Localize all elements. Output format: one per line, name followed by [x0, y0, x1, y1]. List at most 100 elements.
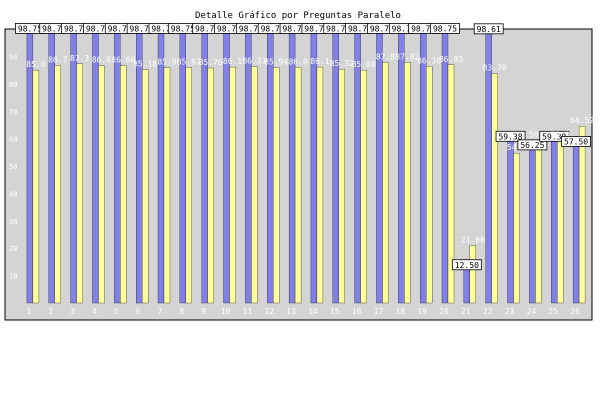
x-tick-label: 17 [374, 307, 384, 316]
y-tick-label: 80 [9, 81, 17, 89]
bar-series-1 [332, 32, 339, 304]
bar-series-1 [398, 32, 405, 304]
data-label-series-2: 85.76 [199, 58, 223, 67]
bar-series-2 [382, 62, 389, 304]
data-label-series-1: 98.7 [130, 24, 149, 33]
data-label-series-1: 57.50 [564, 137, 588, 146]
bar-series-1 [267, 32, 274, 304]
x-tick-label: 10 [221, 307, 231, 316]
bar-series-2 [578, 126, 586, 304]
y-axis: 10 20 30 40 50 60 70 80 90 [9, 53, 17, 280]
data-label-series-2: 87.3 [70, 54, 89, 63]
bar-series-2 [360, 69, 367, 304]
bar-series-1 [507, 140, 514, 304]
data-label-series-1: 98.61 [477, 25, 501, 34]
bar-series-2 [447, 64, 455, 304]
x-tick-label: 13 [286, 307, 296, 316]
y-tick-label: 90 [9, 53, 17, 61]
bar-series-1 [441, 32, 449, 304]
data-label-series-1: 98.75 [433, 24, 457, 33]
bars-layer [26, 32, 586, 304]
bar-series-2 [163, 67, 171, 304]
data-label-series-1: 98.7 [282, 24, 301, 33]
data-label-series-1: 98.7 [64, 24, 83, 33]
data-label-series-1: 98.7 [151, 24, 170, 33]
x-tick-label: 2 [48, 307, 53, 316]
bar-series-2 [229, 66, 236, 304]
x-tick-label: 4 [92, 307, 97, 316]
x-tick-label: 5 [114, 307, 119, 316]
bar-series-1 [376, 32, 383, 304]
bar-series-1 [354, 32, 361, 304]
bar-series-1 [48, 32, 55, 304]
x-tick-label: 22 [483, 307, 493, 316]
data-label-series-1: 56.25 [520, 141, 544, 150]
bar-series-2 [557, 140, 564, 304]
bar-series-2 [54, 65, 61, 304]
x-tick-label: 11 [243, 307, 253, 316]
x-axis: 1 2 3 4 5 6 7 8 9 10 11 12 13 14 15 16 17 18 19 20 21 22 23 24 2… [27, 307, 581, 316]
x-tick-label: 8 [179, 307, 184, 316]
data-label-series-1: 59.38 [498, 132, 522, 141]
x-tick-label: 1 [27, 307, 32, 316]
bar-series-2 [76, 63, 83, 304]
bar-series-2 [185, 67, 192, 304]
bar-series-2 [426, 66, 433, 304]
data-label-series-2: 86.36 [417, 56, 441, 65]
data-label-series-1: 59.38 [542, 132, 566, 141]
data-label-series-1: 98.7 [261, 24, 280, 33]
bar-series-1 [288, 32, 296, 304]
bar-series-1 [310, 32, 318, 304]
data-label-series-2: 54.7 [507, 143, 526, 152]
data-label-series-2: 64.52 [570, 116, 594, 125]
data-label-series-1: 98.7 [42, 24, 61, 33]
x-tick-label: 18 [395, 307, 405, 316]
data-label-series-1: 98.7 [370, 24, 389, 33]
bar-series-1 [223, 32, 230, 304]
bar-series-1 [179, 32, 186, 304]
bar-series-2 [513, 152, 520, 304]
data-label-box [495, 130, 526, 142]
bar-series-1 [463, 268, 470, 304]
data-label-series-2: 86.7 [48, 55, 67, 64]
x-tick-label: 26 [570, 307, 580, 316]
x-tick-label: 16 [352, 307, 362, 316]
y-tick-label: 40 [9, 190, 17, 198]
data-label-box [561, 136, 591, 147]
data-label-series-2: 85.0 [26, 60, 45, 69]
bar-series-2 [273, 67, 280, 304]
bar-series-2 [491, 73, 498, 304]
data-label-series-2: 59.3 [551, 131, 570, 140]
bar-series-2 [142, 69, 149, 304]
bar-series-1 [92, 32, 99, 304]
data-label-series-2: 86.0 [288, 57, 307, 66]
data-label-series-1: 98.7 [108, 24, 127, 33]
data-label-series-2: 86.60 [111, 56, 135, 65]
data-label-series-1: 98.7 [217, 24, 236, 33]
data-label-box [430, 23, 460, 34]
x-tick-label: 20 [439, 307, 449, 316]
bar-series-1 [114, 32, 121, 304]
x-tick-label: 9 [201, 307, 206, 316]
data-label-series-2: 86.1 [310, 57, 329, 66]
bar-series-1 [529, 148, 536, 304]
bar-series-2 [316, 66, 324, 304]
y-tick-label: 60 [9, 136, 17, 144]
data-label-series-2: 86.1 [223, 57, 242, 66]
bar-series-1 [485, 32, 492, 304]
data-label-series-1: 98.7 [239, 24, 258, 33]
x-tick-label: 15 [330, 307, 340, 316]
bar-series-2 [294, 67, 302, 304]
data-label-series-1: 98.7 [326, 24, 345, 33]
bar-series-1 [157, 32, 165, 304]
data-label-series-2: 87.82 [395, 52, 419, 61]
data-label-series-1: 98.7 [195, 24, 214, 33]
data-label-series-2: 87.8 [376, 52, 395, 61]
data-label-series-2: 86.93 [439, 55, 463, 64]
data-label-series-2: 86.31 [242, 57, 266, 66]
bar-series-2 [404, 62, 411, 304]
bar-series-1 [136, 32, 143, 304]
data-label-box [451, 259, 482, 271]
bar-series-1 [201, 32, 208, 304]
